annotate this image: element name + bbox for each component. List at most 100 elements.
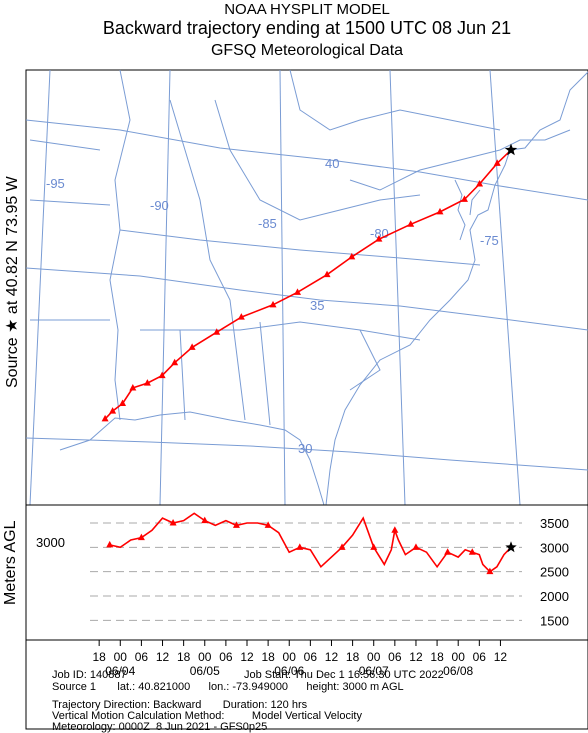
time-tick-label: 12 [325,650,339,664]
state-line [119,229,481,266]
time-tick-label: 12 [240,650,254,664]
trajectory-direction: Trajectory Direction: Backward Duration:… [52,699,308,711]
profile-ytick-labels: 3500 3000 2500 2000 1500 [540,516,569,628]
lon-label: -75 [480,233,499,248]
map-trajectory-point [143,379,151,386]
lat-35-line [25,267,588,331]
date-label: 06/05 [190,664,220,678]
model-name: NOAA HYSPLIT MODEL [224,1,390,18]
gulf-coastline [59,411,325,506]
lon-label: -95 [46,176,65,191]
time-tick-label: 00 [114,650,128,664]
meteorology-info: Meteorology: 0000Z 8 Jun 2021 - GFS0p25 [52,721,268,733]
state-line [169,99,246,421]
grid-labels: -95 -90 -85 -80 -75 40 35 30 [46,156,499,456]
lon-90-line [159,69,171,506]
map-trajectory [101,143,518,422]
profile-trajectory-point [201,516,209,524]
time-tick-label: 12 [494,650,508,664]
vertical-motion-method: Vertical Motion Calculation Method: Mode… [52,710,362,722]
date-label: 06/07 [359,664,389,678]
ytick-label: 2500 [540,565,569,580]
profile-trajectory-point [486,567,494,575]
ytick-label: 1500 [540,613,569,628]
profile-trajectory-point [468,548,476,555]
time-tick-label: 18 [92,650,106,664]
time-tick-label: 06 [473,650,487,664]
lat-label: 30 [298,441,312,456]
state-line [140,321,421,341]
map-trajectory-point [493,159,501,166]
profile-trajectory-point [264,521,272,528]
time-tick-label: 00 [367,650,381,664]
map-trajectory-point [375,235,383,242]
state-line [349,329,381,391]
chart-title: Backward trajectory ending at 1500 UTC 0… [102,18,512,38]
profile-start-star [505,541,517,553]
profile-trajectory-point [232,521,240,528]
lon-80-line [389,69,406,506]
ytick-label: 2000 [540,589,569,604]
time-tick-label: 18 [177,650,191,664]
lon-85-line [279,69,286,506]
lon-label: -85 [258,216,277,231]
map-trajectory-point [158,371,166,379]
atlantic-coastline [325,71,588,506]
map-trajectory-point [294,288,302,295]
time-tick-label: 12 [156,650,170,664]
mississippi-river [109,69,131,421]
chesapeake-bay [454,179,481,241]
time-tick-label: 18 [346,650,360,664]
map-trajectory-point [460,195,468,202]
profile-trajectory-point [370,543,378,550]
job-start: Job Start: Thu Dec 1 16:56:30 UTC 2022 [244,669,444,681]
state-line [29,139,111,321]
date-label: 06/06 [274,664,304,678]
profile-trajectory-point [106,540,114,548]
time-axis-panel: 12 06 00 18 12 06 00 18 12 06 00 18 12 06 00 18 12 06 00 18… [25,639,588,730]
time-tick-label: 18 [430,650,444,664]
map-boundaries [25,69,588,506]
ytick-label: 3000 [540,540,569,555]
profile-trajectory-point [296,543,304,550]
profile-trajectory-point [338,543,346,550]
map-trajectory-point [407,220,415,227]
lat-40-line [25,119,588,201]
time-tick-label: 18 [261,650,275,664]
time-tick-label: 06 [135,650,149,664]
profile-trajectory-point [137,533,145,541]
profile-trajectory-point [391,526,399,533]
map-trajectory-point [237,313,245,320]
lon-label: -90 [150,198,169,213]
date-label: 06/08 [443,664,473,678]
profile-trajectory-point [412,543,420,550]
lat-label: 40 [325,156,339,171]
time-tick-label: 06 [388,650,402,664]
time-tick-label: 06 [304,650,318,664]
profile-trajectory-point [169,519,177,526]
map-trajectory-point [101,414,109,422]
great-lakes-shore [289,69,501,131]
job-id: Job ID: 140887 [52,669,127,681]
start-height-label: 3000 [36,535,65,550]
long-island [499,129,571,151]
lat-30-line [25,437,588,471]
map-trajectory-point [213,328,221,335]
map-trajectory-point [436,207,444,215]
map-trajectory-point [129,383,137,391]
time-tick-labels: 12 06 00 18 12 06 00 18 12 06 00 18 12 06 00 18 12 06 00 18 [92,640,507,664]
time-tick-label: 00 [198,650,212,664]
map-trajectory-point [348,252,356,260]
profile-gridlines [90,522,522,621]
time-tick-label: 12 [409,650,423,664]
profile-trajectory [106,512,517,575]
lon-75-line [489,69,521,506]
time-tick-label: 00 [452,650,466,664]
date-labels: 06/08 06/07 06/06 06/05 06/04 [105,664,473,678]
state-line [179,321,271,426]
map-trajectory-point [323,270,331,278]
state-line [349,149,501,191]
source-info: Source 1 lat.: 40.821000 lon.: -73.94900… [52,681,404,693]
height-profile-panel: 3500 3000 2500 2000 1500 3000 [25,504,588,641]
